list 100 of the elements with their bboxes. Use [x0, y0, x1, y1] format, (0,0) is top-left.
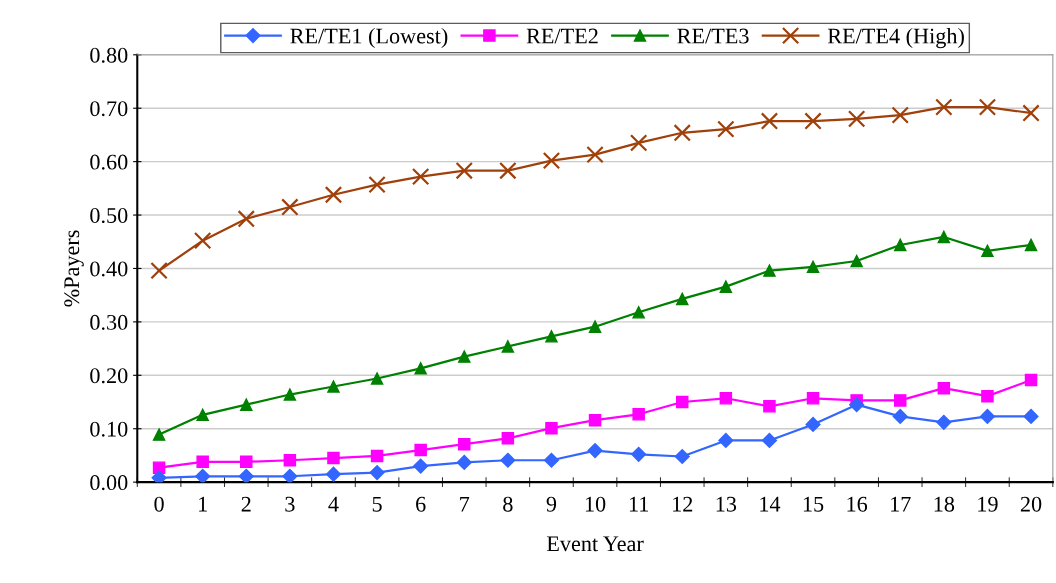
- point: [150, 261, 168, 280]
- point: [282, 468, 298, 483]
- y-tick-label: 0.60: [90, 154, 128, 170]
- point: [545, 421, 558, 435]
- point: [152, 461, 166, 474]
- point: [324, 186, 343, 204]
- y-tick-label: 0.20: [90, 368, 128, 384]
- point: [370, 449, 384, 463]
- y-tick-label: 0.00: [90, 475, 128, 491]
- point: [761, 432, 778, 449]
- point: [937, 230, 951, 244]
- x-tick-label: 4: [328, 496, 339, 512]
- y-tick-label: 0.40: [90, 261, 128, 277]
- point: [411, 167, 430, 186]
- point: [588, 413, 602, 427]
- point: [369, 464, 385, 481]
- x-tick-label: 2: [241, 496, 251, 512]
- point: [631, 446, 647, 462]
- point: [543, 452, 560, 468]
- point: [718, 432, 734, 449]
- point: [978, 98, 997, 116]
- point: [719, 392, 733, 405]
- point: [458, 437, 471, 451]
- point: [240, 398, 253, 411]
- point: [281, 198, 299, 216]
- point: [674, 448, 690, 465]
- point: [501, 340, 515, 353]
- point: [891, 106, 909, 124]
- y-tick-label: 0.10: [90, 421, 128, 437]
- point: [413, 458, 429, 474]
- point: [1023, 408, 1039, 425]
- y-tick-label: 0.50: [90, 207, 128, 224]
- x-tick-label: 16: [847, 496, 868, 512]
- point: [805, 416, 821, 433]
- point: [1024, 373, 1038, 387]
- point: [196, 455, 209, 469]
- point: [981, 389, 994, 403]
- point: [893, 394, 907, 407]
- point: [196, 408, 209, 422]
- point: [455, 161, 474, 180]
- point: [676, 395, 689, 409]
- x-tick-label: 3: [285, 496, 295, 512]
- x-tick-label: 20: [1020, 496, 1042, 512]
- point: [892, 408, 908, 425]
- point: [676, 292, 689, 306]
- point: [283, 453, 297, 467]
- x-tick-label: 14: [760, 496, 781, 512]
- point: [368, 175, 386, 194]
- point: [325, 466, 342, 482]
- point: [763, 264, 776, 277]
- x-tick-label: 12: [673, 496, 693, 512]
- point: [587, 443, 603, 459]
- legend-label: RE/TE3: [677, 28, 749, 44]
- x-tick-label: 6: [416, 496, 426, 512]
- point: [760, 112, 779, 130]
- point: [586, 145, 604, 164]
- point: [632, 408, 645, 421]
- point: [195, 468, 211, 483]
- point: [763, 400, 776, 413]
- point: [238, 468, 254, 483]
- point: [849, 397, 865, 413]
- point: [979, 408, 996, 425]
- point: [719, 280, 733, 293]
- point: [542, 151, 561, 170]
- point: [893, 238, 907, 252]
- point: [499, 161, 517, 180]
- x-tick-label: 11: [629, 496, 649, 512]
- point: [414, 362, 427, 375]
- y-axis-title: %Payers: [64, 230, 84, 307]
- x-tick-label: 13: [716, 496, 737, 512]
- point: [804, 112, 822, 130]
- x-tick-label: 5: [372, 496, 382, 512]
- legend-label: RE/TE4 (High): [827, 27, 964, 49]
- x-tick-label: 18: [934, 496, 955, 512]
- point: [632, 306, 645, 319]
- point: [545, 330, 558, 343]
- point: [981, 244, 994, 258]
- point: [936, 414, 952, 430]
- point: [629, 134, 648, 152]
- x-tick-label: 9: [546, 496, 557, 512]
- point: [806, 392, 820, 405]
- point: [806, 260, 820, 274]
- point: [327, 451, 340, 465]
- point: [193, 231, 212, 250]
- point: [151, 470, 167, 483]
- x-tick-label: 1: [199, 496, 207, 512]
- x-axis-title: Event Year: [546, 536, 644, 552]
- x-tick-label: 15: [803, 496, 824, 512]
- x-tick-label: 8: [503, 496, 513, 512]
- point: [458, 350, 471, 363]
- point: [500, 452, 516, 468]
- point: [237, 210, 256, 228]
- x-tick-label: 0: [154, 496, 164, 512]
- point: [414, 443, 427, 457]
- point: [935, 98, 953, 116]
- point: [152, 428, 166, 441]
- legend-label: RE/TE2: [526, 28, 598, 44]
- y-tick-label: 0.80: [90, 47, 128, 63]
- point: [240, 455, 253, 469]
- point: [1024, 238, 1038, 252]
